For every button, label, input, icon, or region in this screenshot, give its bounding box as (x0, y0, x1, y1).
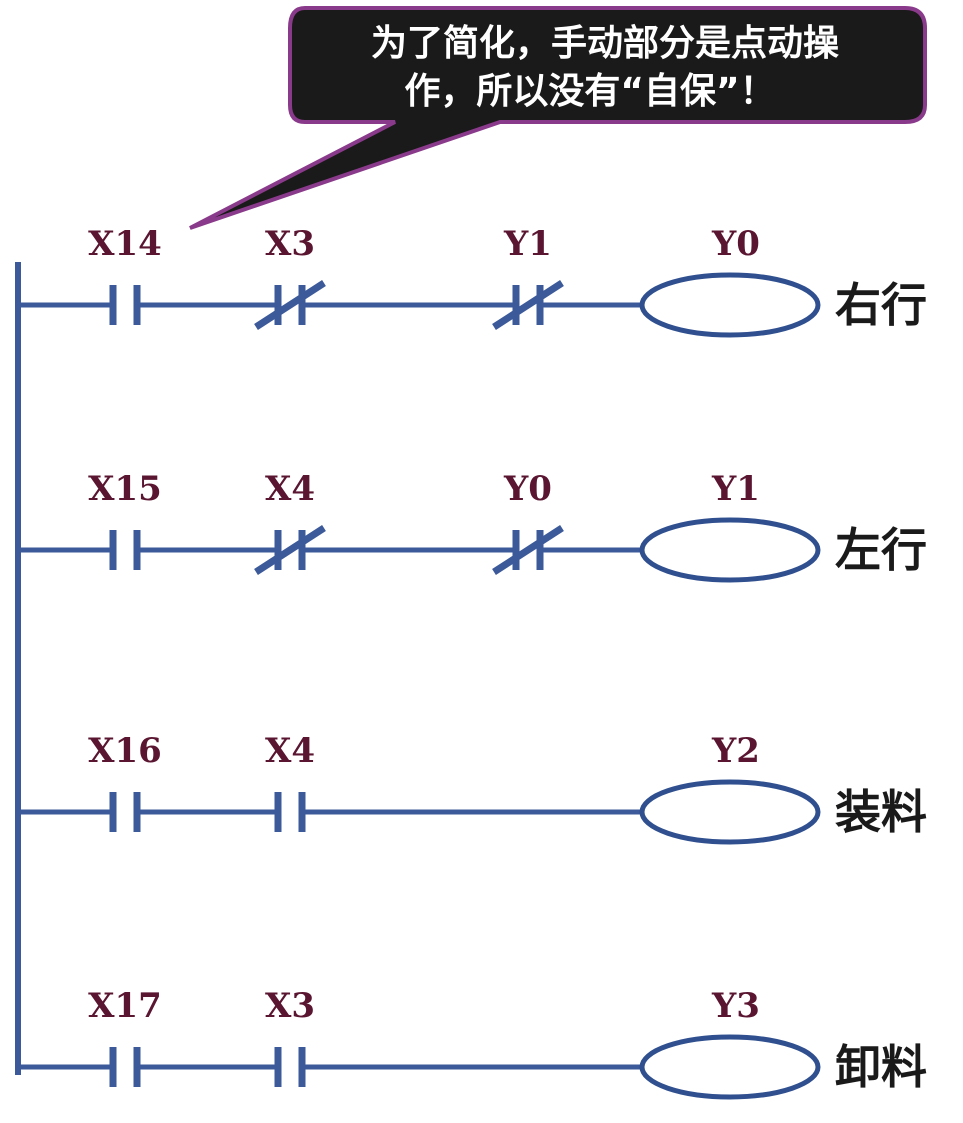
coil-label: Y0 (711, 224, 760, 264)
contact-label: X3 (265, 986, 315, 1026)
contact-x17-no (109, 1047, 141, 1087)
rung-3: X16 X4 Y2 装料 (18, 731, 927, 845)
callout-line-1: 为了简化，手动部分是点动操 (371, 23, 839, 64)
contact-label: X4 (265, 469, 315, 509)
callout-bubble: 为了简化，手动部分是点动操 作，所以没有“自保”！ (189, 6, 927, 230)
coil-function-name: 装料 (835, 785, 927, 839)
contact-label: X16 (88, 731, 162, 771)
contact-x14-no (109, 285, 141, 325)
rung-4: X17 X3 Y3 卸料 (18, 986, 927, 1100)
contact-x4-no (274, 792, 306, 832)
coil-function-name: 卸料 (835, 1040, 927, 1094)
rung-1: X14 X3 Y1 Y0 右行 (18, 224, 927, 338)
coil-function-name: 左行 (835, 523, 927, 577)
rungs: X14 X3 Y1 Y0 右行 X15 X4 Y0 Y1 左行 X16 X4 Y2 装料 X17 X3 Y3 卸料 (18, 224, 927, 1100)
rung-2: X15 X4 Y0 Y1 左行 (18, 469, 927, 583)
contact-label: X4 (265, 731, 315, 771)
contact-x16-no (109, 792, 141, 832)
contact-nc-slash (254, 525, 326, 575)
contact-label: X15 (88, 469, 162, 509)
coil-label: Y2 (711, 731, 760, 771)
coil-y1 (639, 517, 821, 583)
coil-y2 (639, 779, 821, 845)
coil-function-name: 右行 (835, 278, 927, 332)
contact-label: X14 (88, 224, 162, 264)
contact-nc-slash (254, 280, 326, 330)
coil-y0 (639, 272, 821, 338)
coil-label: Y1 (711, 469, 760, 509)
contact-nc-slash (492, 280, 564, 330)
contact-label: X17 (88, 986, 162, 1026)
callout-shape (189, 6, 927, 230)
callout-line-2: 作，所以没有“自保”！ (404, 71, 775, 112)
contact-x3-no (274, 1047, 306, 1087)
contact-nc-slash (492, 525, 564, 575)
contact-label: Y1 (503, 224, 552, 264)
contact-x15-no (109, 530, 141, 570)
coil-label: Y3 (711, 986, 760, 1026)
contact-label: X3 (265, 224, 315, 264)
contact-label: Y0 (503, 469, 552, 509)
coil-y3 (639, 1034, 821, 1100)
